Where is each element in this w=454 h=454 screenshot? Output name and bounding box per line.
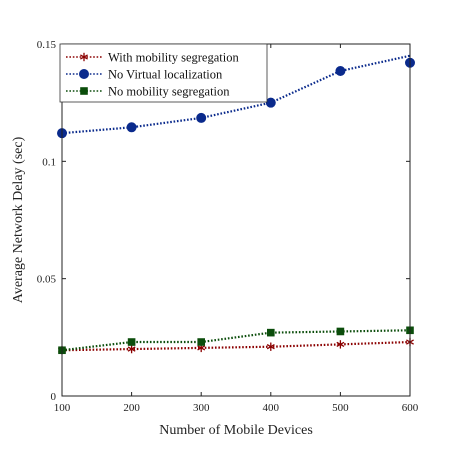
data-point-asterisk (336, 340, 345, 349)
series-line-3 (61, 329, 411, 352)
asterisk-stroke (127, 346, 136, 352)
data-point-square (267, 328, 275, 337)
x-tick-label: 400 (263, 402, 280, 414)
y-tick-label: 0 (51, 391, 57, 403)
data-point-asterisk (80, 52, 88, 62)
data-point-square (336, 327, 345, 336)
data-point-square (127, 338, 136, 346)
x-axis-ticks: 100 200 300 400 500 600 (54, 44, 419, 414)
x-axis-title: Number of Mobile Devices (159, 423, 313, 438)
x-tick-label: 200 (123, 402, 140, 414)
y-tick-label: 0.1 (42, 156, 56, 168)
legend-label: With mobility segregation (108, 51, 239, 65)
y-tick-label: 0.15 (37, 39, 57, 51)
data-point-square (80, 87, 88, 95)
asterisk-stroke (197, 345, 206, 351)
data-point-circle (126, 122, 137, 133)
data-point-circle (196, 112, 207, 123)
legend-entry: With mobility segregation (66, 51, 239, 65)
y-axis-title: Average Network Delay (sec) (11, 136, 26, 303)
legend-box (59, 43, 268, 103)
legend-label: No Virtual localization (108, 68, 223, 82)
data-point-square (197, 338, 205, 346)
asterisk-stroke (80, 54, 88, 60)
plot-lines (61, 54, 411, 352)
data-point-circle (265, 97, 276, 108)
x-tick-label: 600 (402, 402, 419, 414)
x-tick-label: 300 (193, 402, 210, 414)
y-axis-ticks: 0 0.05 0.1 0.15 (37, 39, 410, 403)
data-point-circle (335, 65, 346, 76)
x-tick-label: 500 (332, 402, 349, 414)
y-tick-label: 0.05 (37, 274, 57, 286)
data-point-circle (79, 69, 89, 79)
data-point-asterisk (266, 342, 275, 351)
legend-label: No mobility segregation (108, 85, 230, 99)
data-point-asterisk (127, 344, 136, 354)
asterisk-stroke (336, 341, 345, 348)
series-line-1 (61, 340, 411, 352)
asterisk-stroke (266, 344, 275, 350)
x-tick-label: 100 (54, 402, 71, 414)
legend: With mobility segregation No Virtual loca… (59, 43, 268, 103)
legend-entry: No Virtual localization (66, 68, 223, 82)
series-line-2 (61, 54, 411, 135)
legend-entry: No mobility segregation (66, 85, 230, 99)
